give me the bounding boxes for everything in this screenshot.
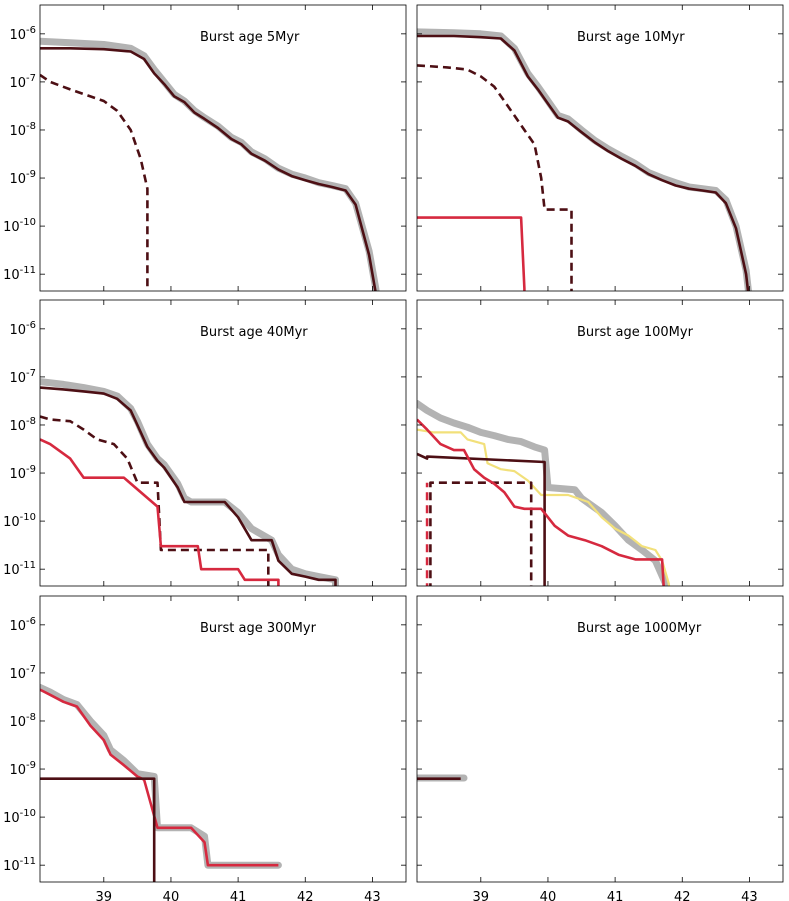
- series-group: [40, 37, 380, 291]
- y-tick-label: 10-7: [9, 664, 36, 682]
- panel-2: Burst age 10Myr: [416, 4, 784, 292]
- y-tick-label: 10-9: [9, 464, 36, 482]
- series-line-dark: [40, 386, 337, 586]
- x-tick-label: 40: [163, 890, 180, 901]
- series-line-red: [40, 438, 280, 586]
- y-tick-label: 10-10: [3, 512, 36, 530]
- series-line-total: [417, 28, 752, 291]
- plot-frame: [39, 299, 407, 587]
- panel-1: 10-6 10-7 10-8 10-9 10-10 10-11 Burst age 5Myr: [3, 4, 407, 292]
- y-tick-label: 10-9: [9, 169, 36, 187]
- series-line-red: [417, 216, 526, 291]
- panel-6: 39 40 41 42 43 Burst age 1000Myr: [416, 595, 784, 901]
- x-tick-label: 41: [607, 890, 624, 901]
- series-line-dark: [40, 46, 377, 291]
- panel-4: Burst age 100Myr: [416, 299, 784, 587]
- panel-title: Burst age 10Myr: [577, 30, 685, 45]
- y-tick-label: 10-6: [9, 25, 36, 43]
- series-line-dark-dashed: [429, 481, 533, 586]
- x-tick-label: 43: [741, 890, 758, 901]
- y-tick-label: 10-10: [3, 217, 36, 235]
- series-line-dark: [40, 777, 156, 882]
- x-tick-label: 43: [364, 890, 381, 901]
- panel-title: Burst age 300Myr: [200, 621, 317, 636]
- panel-title: Burst age 5Myr: [200, 30, 300, 45]
- plot-frame: [416, 4, 784, 292]
- series-group: [417, 400, 671, 586]
- x-tick-label: 42: [297, 890, 314, 901]
- x-tick-label: 39: [96, 890, 113, 901]
- panel-title: Burst age 100Myr: [577, 325, 694, 340]
- y-tick-label: 10-10: [3, 808, 36, 826]
- series-line-total: [40, 37, 380, 291]
- y-tick-label: 10-8: [9, 121, 36, 139]
- series-line-dark-dashed: [40, 73, 149, 291]
- plot-frame: [416, 299, 784, 587]
- y-tick-label: 10-8: [9, 712, 36, 730]
- series-line-yellow: [417, 428, 671, 586]
- series-line-total: [417, 400, 670, 586]
- x-tick-label: 40: [540, 890, 557, 901]
- panel-5: 39 40 41 42 43 10-6 10-7 10-8 10-9 10-10 10-11 Burs…: [3, 595, 407, 901]
- series-line-dark-dashed: [417, 64, 573, 291]
- series-group: [417, 28, 752, 291]
- y-tick-label: 10-7: [9, 73, 36, 91]
- series-line-total: [40, 378, 339, 586]
- y-tick-label: 10-9: [9, 760, 36, 778]
- plot-frame: [39, 4, 407, 292]
- plot-frame: [39, 595, 407, 883]
- series-line-red: [40, 688, 279, 867]
- y-tick-label: 10-11: [3, 560, 36, 578]
- series-line-red: [417, 418, 665, 586]
- panel-title: Burst age 1000Myr: [577, 621, 702, 636]
- x-tick-label: 39: [473, 890, 490, 901]
- series-group: [40, 378, 339, 586]
- plot-frame: [416, 595, 784, 883]
- y-tick-label: 10-11: [3, 856, 36, 874]
- y-tick-label: 10-7: [9, 368, 36, 386]
- series-group: [417, 774, 468, 782]
- y-tick-label: 10-8: [9, 416, 36, 434]
- y-tick-label: 10-11: [3, 265, 36, 283]
- series-line-total: [40, 683, 282, 869]
- x-tick-label: 42: [674, 890, 691, 901]
- panel-3: 10-6 10-7 10-8 10-9 10-10 10-11 Burst age 40My…: [3, 299, 407, 587]
- y-tick-label: 10-6: [9, 320, 36, 338]
- x-tick-label: 41: [230, 890, 247, 901]
- series-line-dark: [417, 34, 750, 291]
- panel-title: Burst age 40Myr: [200, 325, 308, 340]
- series-line-dark-dashed: [40, 415, 270, 586]
- y-tick-label: 10-6: [9, 616, 36, 634]
- series-group: [40, 683, 282, 882]
